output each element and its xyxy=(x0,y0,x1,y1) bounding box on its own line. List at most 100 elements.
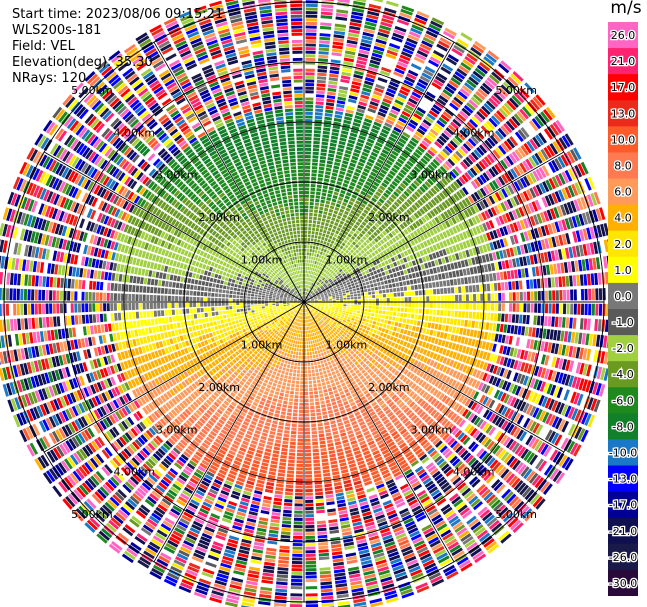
velocity-gate xyxy=(403,211,410,218)
velocity-gate xyxy=(396,208,402,215)
velocity-gate xyxy=(389,307,394,311)
velocity-gate xyxy=(462,268,467,276)
velocity-gate xyxy=(341,266,346,271)
velocity-gate xyxy=(554,316,559,328)
velocity-gate xyxy=(476,64,488,75)
velocity-gate xyxy=(400,51,413,58)
velocity-gate xyxy=(365,302,369,305)
velocity-gate xyxy=(573,289,577,301)
velocity-gate xyxy=(404,146,413,153)
velocity-gate xyxy=(344,231,349,236)
velocity-gate xyxy=(353,0,367,3)
velocity-gate xyxy=(342,247,347,252)
velocity-gate xyxy=(323,211,328,215)
velocity-gate xyxy=(338,403,344,408)
velocity-gate xyxy=(333,279,337,283)
velocity-gate xyxy=(397,253,402,259)
velocity-gate xyxy=(325,288,330,291)
velocity-gate xyxy=(304,366,308,370)
velocity-gate xyxy=(330,359,335,364)
velocity-gate xyxy=(314,394,319,398)
velocity-gate xyxy=(521,326,526,336)
velocity-gate xyxy=(504,259,510,269)
velocity-gate xyxy=(315,276,318,281)
velocity-gate xyxy=(483,102,494,113)
velocity-gate xyxy=(413,278,418,284)
velocity-gate xyxy=(314,290,318,293)
velocity-gate xyxy=(389,288,393,293)
velocity-gate xyxy=(347,98,357,104)
velocity-gate xyxy=(326,95,336,100)
velocity-gate xyxy=(585,258,590,271)
velocity-gate xyxy=(437,295,441,302)
velocity-gate xyxy=(351,11,364,17)
velocity-gate xyxy=(548,161,557,173)
velocity-gate xyxy=(451,47,463,57)
velocity-gate xyxy=(492,149,501,160)
velocity-gate xyxy=(459,269,464,277)
velocity-gate xyxy=(317,72,327,77)
velocity-gate xyxy=(352,288,357,292)
velocity-gate xyxy=(570,331,576,344)
velocity-gate xyxy=(497,261,503,270)
velocity-gate xyxy=(387,340,392,346)
velocity-gate xyxy=(348,185,355,190)
velocity-gate xyxy=(393,326,398,332)
velocity-gate xyxy=(347,251,352,256)
velocity-gate xyxy=(379,257,384,263)
velocity-gate xyxy=(306,252,309,256)
velocity-gate xyxy=(540,111,550,123)
velocity-gate xyxy=(486,154,495,164)
velocity-gate xyxy=(321,407,327,412)
velocity-gate xyxy=(532,96,543,108)
velocity-gate xyxy=(498,303,502,312)
velocity-gate xyxy=(441,178,449,186)
velocity-gate xyxy=(304,341,306,345)
velocity-gate xyxy=(335,230,340,235)
velocity-gate xyxy=(429,237,435,245)
velocity-gate xyxy=(336,9,349,14)
velocity-gate xyxy=(305,327,307,331)
velocity-gate xyxy=(414,284,418,290)
velocity-gate xyxy=(340,205,346,210)
velocity-gate xyxy=(371,225,377,231)
velocity-gate xyxy=(318,54,329,59)
velocity-gate xyxy=(483,156,492,166)
velocity-gate xyxy=(314,280,318,284)
velocity-gate xyxy=(376,278,380,282)
velocity-gate xyxy=(466,102,476,112)
velocity-gate xyxy=(444,302,448,309)
velocity-gate xyxy=(345,227,351,233)
velocity-gate xyxy=(430,323,435,329)
velocity-gate xyxy=(314,300,318,302)
velocity-gate xyxy=(330,423,337,428)
velocity-gate xyxy=(488,181,497,192)
velocity-gate xyxy=(313,284,317,288)
velocity-gate xyxy=(379,217,385,223)
velocity-gate xyxy=(481,142,491,152)
velocity-gate xyxy=(436,194,443,202)
velocity-gate xyxy=(304,291,306,295)
velocity-gate xyxy=(335,282,339,286)
velocity-gate xyxy=(334,280,338,284)
velocity-gate xyxy=(310,413,316,417)
velocity-gate xyxy=(312,155,319,159)
velocity-gate xyxy=(506,324,511,334)
velocity-gate xyxy=(337,0,350,4)
velocity-gate xyxy=(411,302,415,308)
velocity-gate xyxy=(344,355,349,360)
velocity-gate xyxy=(352,285,356,289)
velocity-gate xyxy=(338,425,345,430)
velocity-gate xyxy=(393,292,397,297)
velocity-gate xyxy=(309,274,312,278)
velocity-gate xyxy=(464,197,472,206)
velocity-gate xyxy=(425,30,438,39)
velocity-gate xyxy=(304,183,310,187)
velocity-gate xyxy=(451,295,455,302)
velocity-gate xyxy=(451,216,457,225)
velocity-gate xyxy=(396,19,410,26)
velocity-gate xyxy=(356,290,361,294)
velocity-gate xyxy=(315,401,320,406)
velocity-gate xyxy=(321,344,324,349)
velocity-gate xyxy=(304,295,306,299)
